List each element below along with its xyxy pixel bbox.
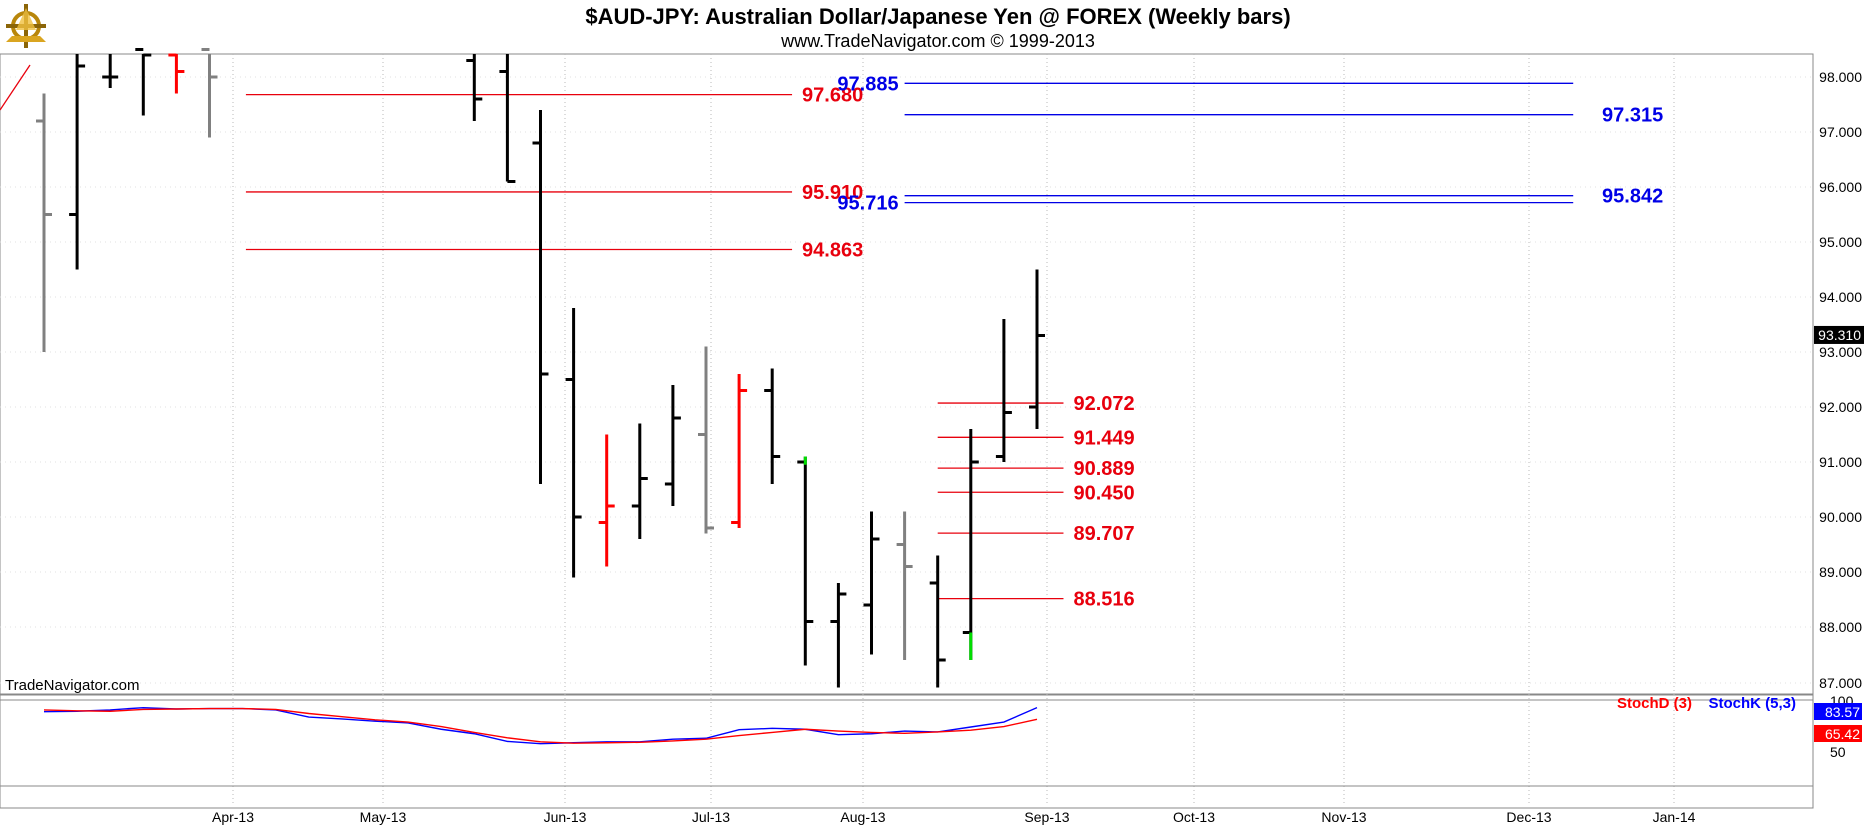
chart-title: $AUD-JPY: Australian Dollar/Japanese Yen…: [585, 4, 1291, 29]
stoch-series-line: [43, 706, 1038, 745]
stoch-tick-label: 50: [1830, 744, 1846, 760]
stochk-value-label: 83.57: [1825, 704, 1860, 720]
y-tick-label: 96.000: [1819, 179, 1862, 195]
legend-stochk: StochK (5,3): [1708, 695, 1796, 712]
level-label: 97.680: [802, 85, 863, 107]
level-label: 90.889: [1073, 458, 1134, 480]
x-tick-label: Sep-13: [1024, 809, 1069, 825]
y-tick-label: 95.000: [1819, 234, 1862, 250]
level-label: 88.516: [1073, 589, 1134, 611]
y-tick-label: 93.000: [1819, 344, 1862, 360]
level-label: 90.450: [1073, 482, 1134, 504]
price-levels: 97.680 95.910 94.863 92.072 91.449 90.88990.4…: [0, 64, 1663, 611]
y-tick-label: 90.000: [1819, 509, 1862, 525]
axes: 98.000 97.000 96.000 95.000 94.000 93.000 92.0…: [212, 69, 1864, 825]
trendline: [0, 64, 31, 111]
level-label: 89.707: [1073, 523, 1134, 545]
y-tick-label: 87.000: [1819, 675, 1862, 691]
chart-subtitle: www.TradeNavigator.com © 1999-2013: [781, 31, 1095, 51]
ohlc-bars: [36, 48, 1045, 688]
stochk-value-badge: [1814, 703, 1862, 720]
y-tick-label: 97.000: [1819, 124, 1862, 140]
x-tick-label: Dec-13: [1506, 809, 1551, 825]
level-label: 91.449: [1073, 427, 1134, 449]
y-tick-label: 91.000: [1819, 454, 1862, 470]
stochd-value-label: 65.42: [1825, 726, 1860, 742]
level-label: 97.885: [837, 73, 898, 95]
x-tick-label: Jul-13: [692, 809, 730, 825]
tradenavigator-logo-icon: [6, 4, 46, 48]
level-label: 92.072: [1073, 393, 1134, 415]
price-plot-frame: [0, 53, 1814, 695]
last-price-label: 93.310: [1818, 327, 1861, 343]
y-tick-label: 89.000: [1819, 564, 1862, 580]
watermark-text: TradeNavigator.com: [5, 677, 140, 694]
chart-header: $AUD-JPY: Australian Dollar/Japanese Yen…: [0, 0, 1876, 54]
x-tick-label: Aug-13: [840, 809, 885, 825]
level-label: 97.315: [1602, 105, 1663, 127]
stoch-series-line: [43, 707, 1038, 744]
y-tick-label: 88.000: [1819, 619, 1862, 635]
x-tick-label: May-13: [360, 809, 407, 825]
y-tick-label: 92.000: [1819, 399, 1862, 415]
stochd-value-badge: [1814, 725, 1862, 742]
x-tick-label: Jan-14: [1653, 809, 1696, 825]
y-tick-label: 94.000: [1819, 289, 1862, 305]
grid: [0, 53, 1814, 809]
x-tick-label: Oct-13: [1173, 809, 1215, 825]
level-label: 94.863: [802, 240, 863, 262]
level-label: 95.910: [802, 182, 863, 204]
stoch-plot-frame: [0, 694, 1814, 809]
y-tick-label: 98.000: [1819, 69, 1862, 85]
level-label: 95.716: [837, 193, 898, 215]
x-tick-label: Nov-13: [1321, 809, 1366, 825]
x-tick-label: Jun-13: [544, 809, 587, 825]
last-price-badge: [1814, 325, 1864, 344]
level-label: 95.842: [1602, 186, 1663, 208]
x-tick-label: Apr-13: [212, 809, 254, 825]
legend-stochd: StochD (3): [1617, 695, 1692, 712]
